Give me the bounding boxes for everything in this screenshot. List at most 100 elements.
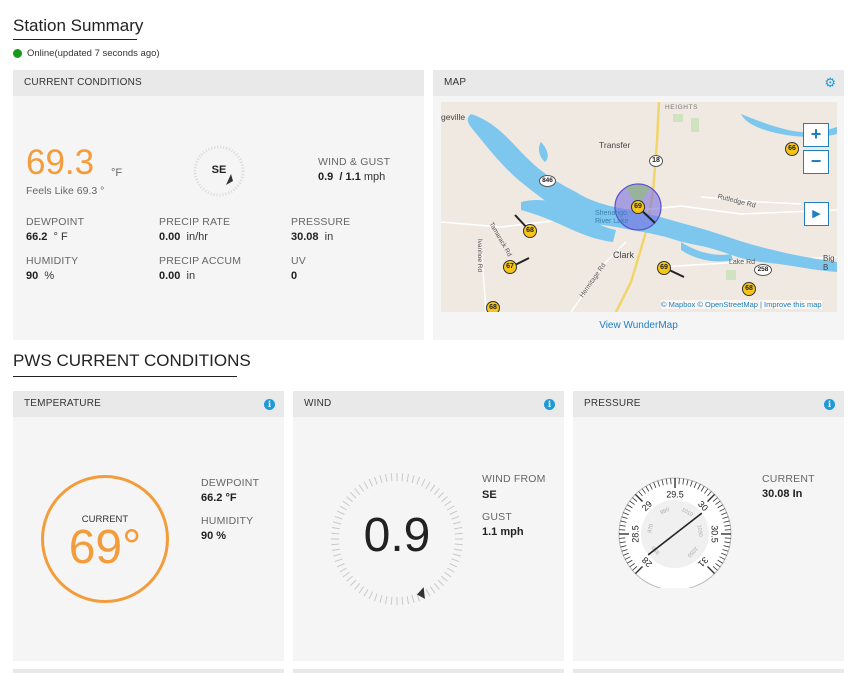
- play-button[interactable]: ▶: [804, 202, 829, 226]
- gauge-tick: [715, 500, 721, 505]
- temperature-current-value: 69°: [68, 521, 142, 574]
- dial-tick: [385, 473, 388, 482]
- dial-tick: [425, 481, 431, 490]
- gauge-outer-label: 30.5: [710, 525, 720, 543]
- wind-arrow-icon: [417, 587, 425, 599]
- dial-tick: [336, 563, 345, 568]
- road-shield-icon: 258: [754, 264, 772, 276]
- gauge-outer-label: 29.5: [666, 489, 684, 499]
- dial-tick: [452, 521, 461, 525]
- info-icon[interactable]: i: [824, 399, 835, 410]
- dial-tick: [446, 505, 455, 511]
- station-marker[interactable]: 69: [631, 200, 645, 214]
- map-view[interactable]: geville HEIGHTS Transfer Clark Rutledge …: [441, 102, 837, 312]
- info-icon[interactable]: i: [544, 399, 555, 410]
- dial-tick: [416, 593, 421, 602]
- gauge-inner-label: 990: [660, 507, 671, 516]
- gauge-tick: [722, 549, 729, 552]
- gauge-needle-tail: [647, 533, 676, 556]
- map-label: Clark: [613, 250, 635, 260]
- dial-tick: [331, 527, 340, 530]
- map-attribution[interactable]: © Mapbox © OpenStreetMap | Improve this …: [661, 300, 822, 309]
- gauge-tick: [682, 478, 685, 485]
- dial-tick: [416, 476, 421, 485]
- precip-rate-value: 0.00 in/hr: [159, 231, 208, 243]
- dial-tick: [334, 515, 343, 520]
- gauge-tick: [693, 482, 697, 488]
- dewpoint-value: 66.2 ° F: [26, 231, 68, 243]
- dial-tick: [425, 588, 431, 597]
- dial-tick: [354, 583, 361, 590]
- map-panel: MAP ⚙: [433, 70, 844, 340]
- gauge-tick: [712, 497, 718, 502]
- road-shield-icon: 18: [649, 155, 663, 167]
- map-header: MAP: [433, 70, 844, 96]
- gauge-tick: [707, 566, 716, 575]
- dial-tick: [433, 583, 440, 590]
- gauge-tick: [619, 541, 626, 544]
- gauge-tick: [620, 545, 627, 548]
- gauge-tick: [632, 497, 638, 502]
- temp-dewpoint-value: 66.2 °F: [201, 492, 237, 504]
- humidity-label: HUMIDITY: [26, 255, 79, 267]
- wind-from-label: WIND FROM: [482, 473, 546, 485]
- station-marker[interactable]: 68: [523, 224, 537, 238]
- dial-tick: [331, 532, 340, 535]
- gauge-tick: [638, 491, 643, 497]
- temperature-panel: TEMPERATURE i CURRENT 69° DEWPOINT 66.2 …: [13, 391, 284, 661]
- gauge-tick: [721, 552, 727, 556]
- gauge-tick: [724, 524, 731, 527]
- dial-tick: [354, 488, 361, 495]
- gauge-tick: [665, 478, 668, 485]
- pws-section-title: PWS CURRENT CONDITIONS: [13, 351, 251, 370]
- dial-tick: [411, 594, 415, 603]
- dial-tick: [429, 484, 436, 492]
- dial-tick: [331, 548, 340, 551]
- station-marker[interactable]: 68: [486, 301, 500, 312]
- wind-gust-label: WIND & GUST: [318, 156, 391, 168]
- temp-dewpoint-label: DEWPOINT: [201, 477, 260, 489]
- title-underline: [13, 39, 137, 40]
- dial-tick: [454, 527, 463, 530]
- zoom-in-button[interactable]: +: [803, 123, 829, 147]
- dial-tick: [421, 478, 426, 487]
- zoom-out-button[interactable]: −: [803, 150, 829, 174]
- dial-tick: [401, 596, 404, 605]
- station-marker[interactable]: 68: [742, 282, 756, 296]
- dial-tick: [379, 475, 383, 484]
- temperature-ring: [41, 475, 169, 603]
- gauge-needle: [674, 512, 703, 535]
- gauge-tick: [619, 524, 626, 527]
- gauge-tick: [645, 486, 650, 492]
- gauge-tick: [641, 488, 646, 494]
- dial-tick: [452, 553, 461, 557]
- pressure-current-label: CURRENT: [762, 473, 815, 485]
- gauge-tick: [724, 541, 731, 544]
- dial-tick: [451, 515, 460, 520]
- info-icon[interactable]: i: [264, 399, 275, 410]
- dial-tick: [449, 510, 458, 515]
- gauge-tick: [712, 566, 718, 571]
- station-marker[interactable]: 67: [503, 260, 517, 274]
- current-conditions-panel: CURRENT CONDITIONS 69.3 °F Feels Like 69…: [13, 70, 424, 340]
- gauge-tick: [719, 508, 726, 512]
- gauge-tick: [661, 479, 664, 486]
- gauge-tick: [627, 504, 633, 509]
- station-marker[interactable]: 69: [657, 261, 671, 275]
- map-label: Lake Rd: [729, 259, 756, 266]
- map-canvas: [441, 102, 837, 312]
- temperature-header: TEMPERATURE: [13, 391, 284, 417]
- gauge-tick: [704, 488, 709, 494]
- gauge-inner-label: 1010: [680, 507, 694, 518]
- dial-tick: [336, 510, 345, 515]
- station-marker[interactable]: 66: [785, 142, 799, 156]
- gauge-tick: [707, 491, 712, 497]
- dial-tick: [454, 543, 463, 546]
- gear-icon[interactable]: ⚙: [824, 75, 836, 90]
- status-dot-icon: [13, 49, 22, 58]
- dial-tick: [349, 579, 357, 587]
- view-wundermap-link[interactable]: View WunderMap: [599, 320, 678, 331]
- dial-tick: [390, 473, 393, 482]
- wind-header: WIND: [293, 391, 564, 417]
- next-row-edge: [293, 669, 564, 673]
